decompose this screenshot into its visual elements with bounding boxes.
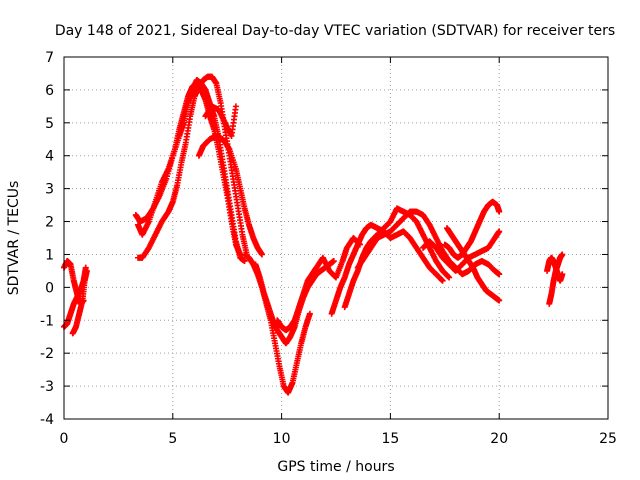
x-tick-label: 25 — [599, 431, 617, 447]
y-tick-label: -4 — [40, 412, 54, 428]
x-tick-label: 15 — [381, 431, 399, 447]
x-tick-label: 20 — [490, 431, 508, 447]
y-tick-label: 0 — [45, 280, 54, 296]
tick-layer: 0 5 10 15 20 25 -4 -3 -2 -1 0 1 2 3 4 5 6 7 — [40, 50, 617, 447]
series-track-6 — [134, 80, 244, 258]
y-tick-label: 1 — [45, 247, 54, 263]
y-tick-label: 3 — [45, 182, 54, 198]
series-track-11 — [274, 235, 363, 334]
data-point-marker — [82, 264, 89, 271]
data-point-marker — [496, 208, 503, 215]
data-point-marker — [306, 310, 313, 317]
series-track-10 — [252, 258, 337, 347]
y-tick-label: 4 — [45, 149, 54, 165]
data-point-marker — [446, 274, 453, 281]
data-point-marker — [496, 228, 503, 235]
data-point-marker — [232, 103, 239, 110]
y-tick-label: 2 — [45, 215, 54, 231]
y-tick-label: 6 — [45, 83, 54, 99]
series-track-13 — [341, 205, 453, 311]
plot-frame — [63, 56, 609, 420]
y-tick-label: -3 — [40, 379, 54, 395]
data-point-marker — [83, 267, 90, 274]
series-track-8 — [202, 103, 239, 139]
y-tick-label: -2 — [40, 346, 54, 362]
x-tick-label: 0 — [60, 431, 69, 447]
series-track-19 — [544, 254, 566, 284]
series-track-17 — [420, 228, 503, 274]
data-point-marker — [496, 297, 503, 304]
series-track-16 — [441, 198, 503, 261]
data-point-marker — [439, 277, 446, 284]
x-tick-label: 5 — [168, 431, 177, 447]
grid-layer — [64, 57, 608, 419]
series-track-3 — [69, 267, 90, 337]
x-axis-label: GPS time / hours — [277, 459, 394, 475]
x-tick-label: 10 — [273, 431, 291, 447]
y-tick-label: 7 — [45, 50, 54, 66]
data-point-marker — [330, 258, 337, 265]
y-axis-label: SDTVAR / TECUs — [6, 181, 22, 296]
series-track-7 — [195, 132, 266, 258]
data-point-marker — [559, 271, 566, 278]
y-tick-label: 5 — [45, 116, 54, 132]
data-point-marker — [559, 251, 566, 258]
data-point-marker — [496, 271, 503, 278]
data-layer — [61, 73, 566, 396]
series-track-14 — [354, 208, 503, 278]
chart-title: Day 148 of 2021, Sidereal Day-to-day VTE… — [55, 23, 615, 39]
data-point-marker — [241, 258, 248, 265]
data-point-marker — [259, 251, 266, 258]
y-tick-label: -1 — [40, 313, 54, 329]
